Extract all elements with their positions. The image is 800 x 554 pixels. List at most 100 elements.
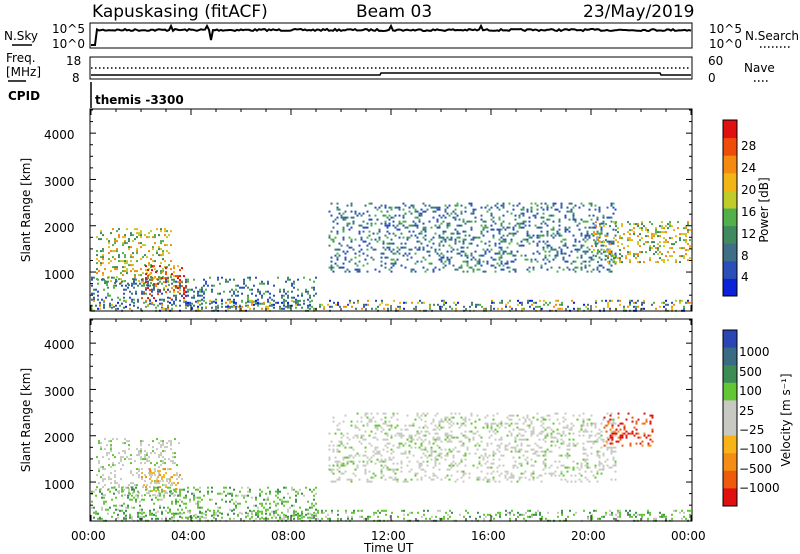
echo-cell [408,452,411,455]
echo-cell [619,515,621,518]
echo-cell [167,288,169,291]
echo-cell [91,506,93,509]
echo-cell [126,228,128,231]
echo-cell [612,206,615,209]
echo-cell [211,306,213,309]
echo-cell [462,444,465,447]
echo-cell [197,506,199,509]
echo-cell [109,490,111,493]
echo-cell [336,444,339,447]
echo-cell [432,418,435,421]
echo-cell [464,464,467,467]
echo-cell [526,232,529,235]
echo-cell [309,303,311,306]
echo-cell [384,464,387,467]
echo-cell [245,301,247,304]
echo-cell [390,258,393,261]
echo-cell [159,506,161,509]
echo-cell [456,268,459,271]
echo-cell [311,506,313,509]
echo-cell [647,442,650,445]
echo-cell [476,476,479,479]
echo-cell [526,208,529,211]
echo-cell [545,517,547,520]
echo-cell [241,292,243,295]
echo-cell [514,254,517,257]
echo-cell [291,488,293,491]
echo-cell [97,298,99,301]
echo-cell [516,242,519,245]
echo-cell [486,480,489,483]
echo-cell [550,266,553,269]
echo-cell [384,222,387,225]
echo-cell [380,204,383,207]
echo-cell [566,260,569,263]
echo-cell [148,232,150,235]
echo-cell [351,305,353,308]
echo-cell [402,202,405,205]
echo-cell [548,250,551,253]
echo-cell [478,478,481,481]
echo-cell [293,514,295,517]
echo-cell [352,436,355,439]
echo-cell [247,512,249,515]
echo-cell [460,212,463,215]
echo-cell [171,278,173,281]
echo-cell [586,462,589,465]
echo-cell [517,303,519,306]
echo-cell [601,515,603,518]
echo-cell [127,494,129,497]
echo-cell [582,204,585,207]
echo-cell [221,512,223,515]
echo-cell [611,436,614,439]
echo-cell [215,301,217,304]
echo-cell [436,454,439,457]
echo-cell [126,262,128,265]
echo-cell [231,294,233,297]
echo-cell [273,500,275,503]
echo-cell [168,284,170,287]
echo-cell [641,303,643,306]
echo-cell [142,458,144,461]
echo-cell [606,240,609,243]
echo-cell [148,262,150,265]
echo-cell [352,220,355,223]
echo-cell [602,440,605,443]
echo-cell [528,418,531,421]
echo-cell [506,226,509,229]
echo-cell [404,424,407,427]
echo-cell [323,511,325,514]
echo-cell [275,511,277,514]
echo-cell [486,414,489,417]
echo-cell [414,474,417,477]
echo-cell [255,513,257,516]
echo-cell [520,462,523,465]
echo-cell [631,515,633,518]
echo-cell [562,426,565,429]
echo-cell [378,460,381,463]
echo-cell [159,498,161,501]
echo-cell [139,511,141,514]
echo-cell [444,216,447,219]
echo-cell [439,517,441,520]
echo-cell [441,305,443,308]
echo-cell [153,265,155,268]
echo-cell [153,277,155,280]
echo-cell [265,508,267,511]
echo-cell [355,307,357,310]
echo-cell [446,258,449,261]
echo-cell [380,476,383,479]
echo-cell [209,509,211,512]
echo-cell [633,233,635,236]
echo-cell [657,243,659,246]
echo-cell [131,292,133,295]
echo-cell [647,509,649,512]
echo-cell [450,466,453,469]
echo-cell [108,262,110,265]
echo-cell [374,268,377,271]
echo-cell [183,293,185,296]
echo-cell [160,240,162,243]
echo-cell [162,460,164,463]
echo-cell [97,307,99,310]
echo-cell [438,234,441,237]
